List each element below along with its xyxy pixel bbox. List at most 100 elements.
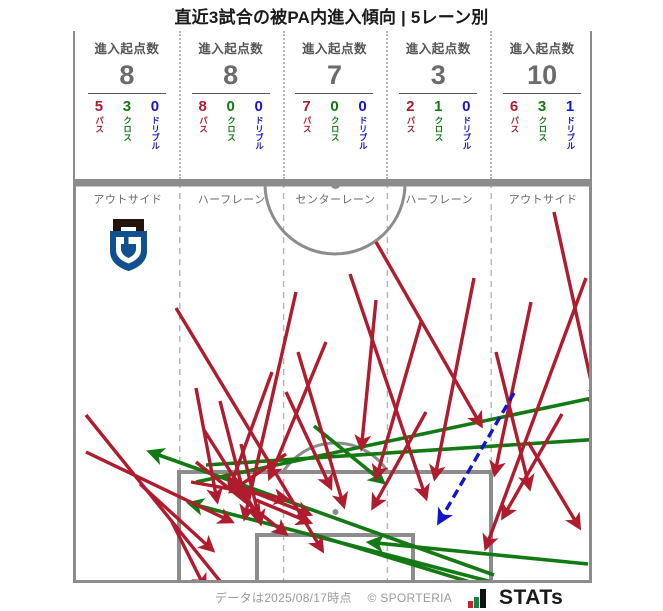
dribble-count: 0 — [462, 98, 471, 115]
pass-count: 8 — [198, 98, 207, 115]
footer-credit: データは2025/08/17時点 © SPORTERIA — [215, 589, 452, 606]
pass-arrow-24 — [501, 413, 564, 521]
pass-arrow-26 — [552, 211, 589, 414]
lane-total: 10 — [527, 60, 558, 90]
pass-caption: パス — [406, 116, 417, 133]
cross-arrow-6 — [365, 534, 589, 566]
dribble-arrows-layer — [437, 392, 516, 526]
lane-total: 8 — [119, 60, 135, 90]
lane-stat-cell-4: 進入起点数 3 2 パス 1 クロス 0 ドリブル — [386, 31, 490, 179]
dribble-stat: 0 ドリブル — [354, 98, 370, 151]
pass-count: 7 — [302, 98, 311, 115]
pass-arrow-31 — [371, 411, 428, 511]
pass-caption: パス — [302, 116, 313, 133]
pass-arrow-22 — [489, 301, 533, 478]
pass-arrow-1 — [84, 413, 222, 580]
centre-spot — [330, 182, 341, 189]
cross-count: 0 — [226, 98, 235, 115]
pass-arrow-18 — [348, 273, 430, 502]
footer-bar: データは2025/08/17時点 © SPORTERIA STATs — [0, 586, 663, 611]
pass-arrow-8 — [226, 371, 274, 492]
stat-label: 進入起点数 — [301, 42, 367, 56]
pass-arrow-3 — [138, 482, 216, 553]
cross-count: 0 — [330, 98, 339, 115]
lane-total: 8 — [223, 60, 239, 90]
pass-arrow-23 — [526, 441, 582, 531]
pass-count: 5 — [94, 98, 104, 115]
divider-rule — [503, 93, 582, 94]
lane-total: 7 — [326, 60, 342, 90]
dribble-caption: ドリブル — [462, 116, 473, 150]
pass-arrow-7 — [239, 291, 298, 522]
pass-stat: 7 パス — [298, 99, 314, 150]
stat-label: 進入起点数 — [94, 42, 160, 56]
brand-text: STATs — [499, 586, 564, 609]
cross-count: 1 — [434, 98, 443, 115]
pass-arrow-17 — [371, 321, 423, 482]
lane-breakdown: 8 パス 0 クロス 0 ドリブル — [195, 98, 267, 151]
pass-count: 2 — [406, 98, 415, 115]
pass-caption: パス — [509, 116, 520, 133]
dribble-caption: ドリブル — [254, 116, 265, 150]
lane-dividers — [179, 182, 492, 580]
dribble-count: 1 — [565, 98, 575, 115]
dribble-count: 0 — [254, 98, 263, 115]
cross-stat: 3 クロス — [534, 99, 550, 150]
pass-count: 6 — [509, 98, 519, 115]
lane-breakdown: 6 パス 3 クロス 1 ドリブル — [506, 98, 578, 151]
dribble-count: 0 — [150, 98, 160, 115]
pass-arrows-layer — [84, 211, 589, 580]
pass-caption: パス — [94, 116, 105, 133]
pass-arrow-29 — [202, 429, 262, 521]
cross-count: 3 — [122, 98, 132, 115]
lane-stat-cell-3: 進入起点数 7 7 パス 0 クロス 0 ドリブル — [282, 31, 387, 179]
stat-label: 進入起点数 — [405, 42, 471, 56]
pass-caption: パス — [198, 116, 209, 133]
pass-arrow-27 — [170, 521, 207, 580]
pass-stat: 8 パス — [195, 99, 211, 150]
lane-stat-cell-5: 進入起点数 10 6 パス 3 クロス 1 ドリブル — [490, 31, 594, 179]
pitch-diagram: アウトサイド ハーフレーン センターレーン ハーフレーン アウトサイド — [73, 179, 592, 583]
cross-arrow-7 — [312, 424, 387, 485]
lane-stat-cell-2: 進入起点数 8 8 パス 0 クロス 0 ドリブル — [178, 31, 283, 179]
cross-caption: クロス — [330, 116, 341, 142]
divider-rule — [191, 93, 270, 94]
dribble-caption: ドリブル — [358, 116, 369, 150]
cross-caption: クロス — [226, 116, 237, 142]
dribble-arrow-1 — [437, 392, 516, 526]
pass-arrow-19 — [374, 241, 483, 429]
page-title: 直近3試合の被PA内進入傾向 | 5レーン別 — [174, 8, 489, 27]
pass-stat: 6 パス — [506, 99, 522, 150]
lane-total: 3 — [430, 60, 446, 90]
pass-stat: 5 パス — [91, 99, 107, 150]
pass-arrow-30 — [284, 391, 333, 491]
pass-arrow-15 — [296, 351, 349, 510]
cross-caption: クロス — [122, 116, 133, 142]
lane-stat-cell-1: 進入起点数 8 5 パス 3 クロス 0 ドリブル — [75, 31, 179, 179]
cross-caption: クロス — [537, 116, 548, 142]
dribble-stat: 1 ドリブル — [562, 98, 578, 151]
dribble-caption: ドリブル — [565, 116, 576, 150]
penalty-spot — [332, 509, 339, 515]
dribble-count: 0 — [358, 98, 367, 115]
sporteria-stats-brand: STATs — [468, 586, 563, 610]
pass-arrow-16 — [354, 299, 378, 452]
stat-label: 進入起点数 — [198, 42, 264, 56]
dribble-stat: 0 ドリブル — [251, 98, 267, 151]
cross-stat: 1 クロス — [430, 99, 446, 150]
cross-caption: クロス — [434, 116, 445, 142]
pass-arrow-2 — [85, 450, 235, 524]
pass-stat: 2 パス — [402, 99, 418, 150]
divider-rule — [295, 93, 374, 94]
gamba-osaka-crest-icon — [110, 219, 147, 271]
stat-label: 進入起点数 — [509, 42, 575, 56]
pass-arrow-20 — [429, 277, 476, 482]
dribble-stat: 0 ドリブル — [458, 98, 474, 151]
lane-breakdown: 7 パス 0 クロス 0 ドリブル — [298, 98, 370, 151]
dribble-caption: ドリブル — [150, 116, 161, 150]
pass-arrow-25 — [482, 277, 588, 552]
pitch-lines-and-arrows — [76, 182, 589, 580]
cross-stat: 0 クロス — [223, 99, 239, 150]
cross-arrow-5 — [311, 532, 506, 580]
